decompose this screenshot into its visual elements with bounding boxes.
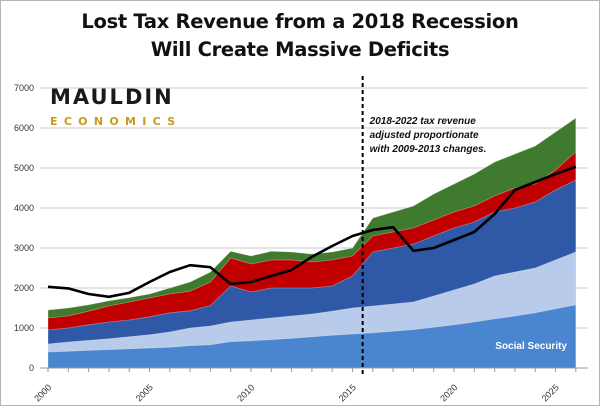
area-series-0	[47, 304, 577, 369]
y-tick-label: 7000	[14, 83, 34, 93]
title-line-2: Will Create Massive Deficits	[150, 38, 450, 61]
x-tick-label: 2025	[540, 382, 561, 403]
y-tick-label: 4000	[14, 203, 34, 213]
x-tick-label: 2015	[337, 382, 358, 403]
x-tick-label: 2000	[32, 382, 53, 403]
logo-mauldin: MAULDIN	[50, 85, 174, 109]
y-tick-label: 3000	[14, 243, 34, 253]
annotation-line: adjusted proportionate	[370, 130, 479, 141]
annotation-line: 2018-2022 tax revenue	[369, 116, 477, 127]
y-tick-label: 2000	[14, 283, 34, 293]
x-tick-label: 2010	[235, 382, 256, 403]
x-tick-label: 2020	[438, 382, 459, 403]
series-label-social-security: Social Security	[495, 341, 567, 352]
chart-title: Lost Tax Revenue from a 2018 Recession W…	[0, 8, 600, 64]
y-tick-label: 6000	[14, 123, 34, 133]
annotation-line: with 2009-2013 changes.	[370, 144, 487, 155]
logo-economics: ECONOMICS	[50, 115, 181, 128]
x-tick-label: 2005	[134, 382, 155, 403]
revenue-line	[47, 165, 577, 299]
y-tick-label: 5000	[14, 163, 34, 173]
title-line-1: Lost Tax Revenue from a 2018 Recession	[81, 10, 519, 33]
y-tick-label: 1000	[14, 323, 34, 333]
y-tick-label: 0	[29, 363, 34, 373]
